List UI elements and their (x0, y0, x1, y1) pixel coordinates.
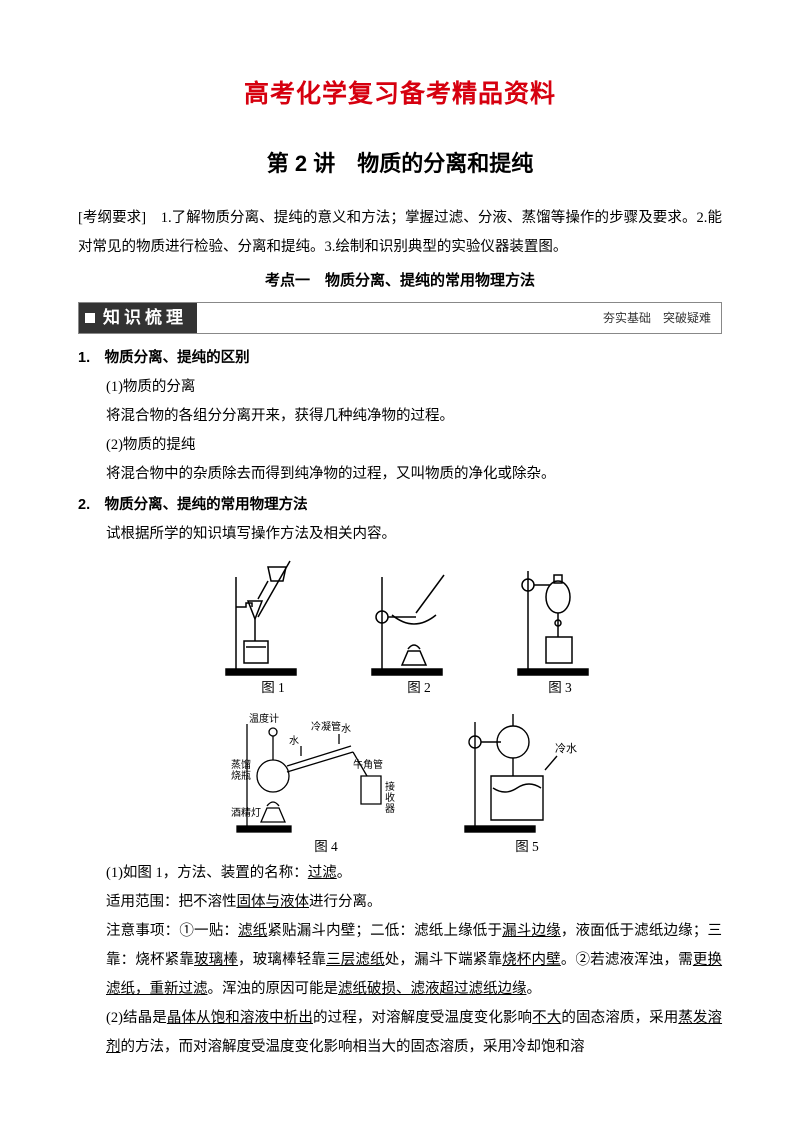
p1-b: 适用范围：把不溶性 (106, 894, 237, 910)
s2-intro: 试根据所学的知识填写操作方法及相关内容。 (106, 520, 722, 549)
figure-4-label: 图 4 (231, 838, 421, 857)
separating-funnel-icon (510, 557, 610, 677)
cooling-icon: 冷水 (457, 706, 597, 836)
label-tube: 牛角管 (353, 758, 383, 771)
label-flask-1: 蒸馏 (231, 758, 251, 771)
figure-1: 图 1 (218, 557, 328, 698)
para-2: (2)结晶是晶体从饱和溶液中析出的过程，对溶解度受温度变化影响不大的固态溶质，采… (106, 1004, 722, 1062)
figure-3: 图 3 (510, 557, 610, 698)
para-1b: 适用范围：把不溶性固体与液体进行分离。 (106, 888, 722, 917)
section-1: 1. 物质分离、提纯的区别 (1)物质的分离 将混合物的各组分分离开来，获得几种… (78, 344, 722, 489)
label-receiver-3: 器 (385, 803, 395, 815)
s2-heading: 2. 物质分离、提纯的常用物理方法 (78, 491, 722, 520)
square-bullet-icon (85, 313, 95, 323)
s2-body: 试根据所学的知识填写操作方法及相关内容。 (78, 520, 722, 1062)
p1-c1: 注意事项：①一贴： (106, 923, 238, 939)
figure-5: 冷水 图 5 (457, 706, 597, 857)
distillation-icon: 温度计 冷凝管 水 水 蒸馏 烧瓶 牛角管 接 收 器 酒精灯 (231, 706, 421, 836)
p1-c1-u2: 漏斗边缘 (502, 923, 561, 939)
p1-a: (1)如图 1，方法、装置的名称： (106, 865, 308, 881)
figure-2: 图 2 (364, 557, 474, 698)
p1-c2-u: 玻璃棒 (194, 952, 238, 968)
section-2: 2. 物质分离、提纯的常用物理方法 试根据所学的知识填写操作方法及相关内容。 (78, 491, 722, 1062)
lecture-title: 第 2 讲 物质的分离和提纯 (78, 142, 722, 186)
figure-row-2: 温度计 冷凝管 水 水 蒸馏 烧瓶 牛角管 接 收 器 酒精灯 (106, 706, 722, 857)
p1-c3-mid: 。浑浊的原因可能是 (208, 981, 339, 997)
figure-4: 温度计 冷凝管 水 水 蒸馏 烧瓶 牛角管 接 收 器 酒精灯 (231, 706, 421, 857)
document-title: 高考化学复习备考精品资料 (78, 70, 722, 120)
p1-c1-mid: 紧贴漏斗内壁；二低：滤纸上缘低于 (267, 923, 502, 939)
p1-c2-mid: ，玻璃棒轻靠 (238, 952, 326, 968)
s1-p1-body: 将混合物的各组分分离开来，获得几种纯净物的过程。 (106, 402, 722, 431)
s1-p2-label: (2)物质的提纯 (106, 431, 722, 460)
label-lamp: 酒精灯 (231, 806, 261, 819)
label-condenser: 冷凝管 (311, 720, 341, 733)
figure-5-label: 图 5 (457, 838, 597, 857)
label-water-1: 水 (289, 735, 299, 747)
p2-a: (2)结晶是 (106, 1010, 167, 1026)
p2-a-mid: 的过程，对溶解度受温度变化影响 (313, 1010, 532, 1026)
label-thermometer: 温度计 (249, 712, 279, 725)
p1-c2-end: 。②若 (561, 952, 605, 968)
p2-a-end: 的固态溶质， (561, 1010, 649, 1026)
s1-p1-label: (1)物质的分离 (106, 373, 722, 402)
para-1c: 注意事项：①一贴：滤纸紧贴漏斗内壁；二低：滤纸上缘低于漏斗边缘，液面低于滤纸边缘… (106, 917, 722, 1004)
figure-3-label: 图 3 (510, 679, 610, 698)
p2-a-u2: 不大 (532, 1010, 561, 1026)
p1-a-u: 过滤 (308, 865, 337, 881)
p2-a-u: 晶体从饱和溶液中析出 (167, 1010, 313, 1026)
figure-1-label: 图 1 (218, 679, 328, 698)
para-1a: (1)如图 1，方法、装置的名称：过滤。 (106, 859, 722, 888)
p1-a-end: 。 (337, 865, 352, 881)
p1-b-end: 进行分离。 (309, 894, 382, 910)
section-bar: 知识梳理 夯实基础 突破疑难 (78, 302, 722, 334)
p1-b-u: 固体与液体 (237, 894, 310, 910)
p1-c2-u2: 三层滤纸 (326, 952, 385, 968)
kaodian-heading: 考点一 物质分离、提纯的常用物理方法 (78, 266, 722, 296)
s1-p2-body: 将混合物中的杂质除去而得到纯净物的过程，又叫物质的净化或除杂。 (106, 460, 722, 489)
label-water-2: 水 (341, 723, 351, 735)
figure-2-label: 图 2 (364, 679, 474, 698)
p1-c1-u: 滤纸 (238, 923, 267, 939)
label-receiver-1: 接 (385, 780, 395, 793)
p1-c2-u3: 烧杯内壁 (502, 952, 561, 968)
p1-c3-end: 。 (527, 981, 542, 997)
exam-requirements: [考纲要求] 1.了解物质分离、提纯的意义和方法；掌握过滤、分液、蒸馏等操作的步… (78, 204, 722, 262)
section-bar-label: 知识梳理 (103, 301, 187, 335)
p2-b-end: 的方法，而对溶解度受温度变化影响相当大的固态溶质，采用冷却饱和溶 (121, 1039, 585, 1055)
label-flask-2: 烧瓶 (231, 769, 251, 782)
p1-c1-end: ，液面低于滤纸 (561, 923, 664, 939)
section-bar-left: 知识梳理 (79, 303, 197, 333)
p1-c3-u2: 滤纸破损、滤液超过滤纸边缘 (338, 981, 527, 997)
p1-c3: 滤液浑浊，需 (605, 952, 693, 968)
section-bar-right: 夯实基础 突破疑难 (197, 303, 721, 333)
filtration-icon (218, 557, 328, 677)
label-coldwater: 冷水 (555, 742, 577, 755)
page: 高考化学复习备考精品资料 第 2 讲 物质的分离和提纯 [考纲要求] 1.了解物… (0, 0, 800, 1104)
label-receiver-2: 收 (385, 791, 395, 804)
s1-body: (1)物质的分离 将混合物的各组分分离开来，获得几种纯净物的过程。 (2)物质的… (78, 373, 722, 489)
s1-heading: 1. 物质分离、提纯的区别 (78, 344, 722, 373)
figure-row-1: 图 1 (106, 557, 722, 698)
p1-c2-mid2: 处，漏斗下端紧靠 (385, 952, 502, 968)
p2-b: 采用 (649, 1010, 678, 1026)
evaporation-icon (364, 557, 474, 677)
